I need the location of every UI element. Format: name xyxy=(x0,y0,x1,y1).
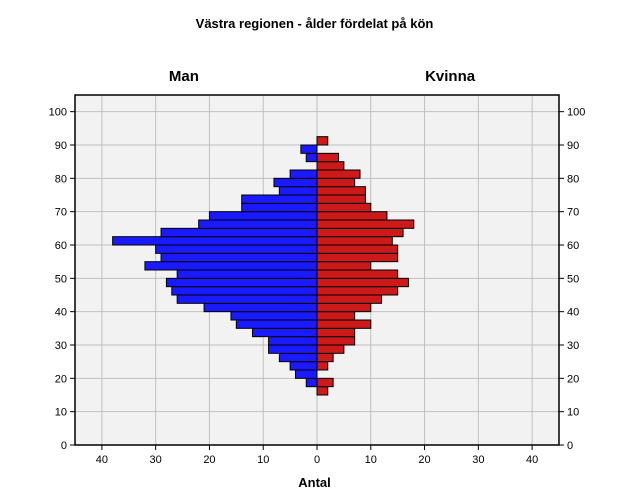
bar-left xyxy=(113,237,317,245)
bar-right xyxy=(317,262,371,270)
bar-left xyxy=(204,303,317,311)
bar-right xyxy=(317,295,382,303)
bar-right xyxy=(317,253,398,261)
bar-left xyxy=(156,245,317,253)
y-tick-right: 80 xyxy=(567,173,579,185)
y-tick-left: 10 xyxy=(55,407,67,419)
x-tick: 20 xyxy=(203,454,215,466)
bar-right xyxy=(317,187,365,195)
bar-left xyxy=(231,312,317,320)
bar-left xyxy=(242,195,317,203)
x-tick: 40 xyxy=(96,454,108,466)
x-tick: 20 xyxy=(418,454,430,466)
bar-right xyxy=(317,195,365,203)
y-tick-right: 70 xyxy=(567,207,579,219)
bar-right xyxy=(317,178,355,186)
population-pyramid-chart: Västra regionen - ålder fördelat på kön M… xyxy=(0,0,629,504)
bar-right xyxy=(317,278,408,286)
y-tick-right: 40 xyxy=(567,307,579,319)
y-tick-left: 80 xyxy=(55,173,67,185)
bar-left xyxy=(236,320,317,328)
y-tick-left: 30 xyxy=(55,340,67,352)
y-tick-left: 20 xyxy=(55,373,67,385)
y-tick-right: 20 xyxy=(567,373,579,385)
bar-left xyxy=(209,212,317,220)
bar-left xyxy=(145,262,317,270)
bar-left xyxy=(242,203,317,211)
y-tick-left: 0 xyxy=(61,440,67,452)
y-tick-left: 70 xyxy=(55,207,67,219)
bar-right xyxy=(317,345,344,353)
y-tick-right: 10 xyxy=(567,407,579,419)
bar-right xyxy=(317,337,355,345)
y-tick-right: 60 xyxy=(567,240,579,252)
y-tick-left: 40 xyxy=(55,307,67,319)
y-tick-right: 50 xyxy=(567,273,579,285)
bar-right xyxy=(317,212,387,220)
bar-left xyxy=(306,378,317,386)
y-tick-left: 50 xyxy=(55,273,67,285)
x-tick: 40 xyxy=(526,454,538,466)
x-tick: 10 xyxy=(257,454,269,466)
bar-right xyxy=(317,378,333,386)
bar-right xyxy=(317,170,360,178)
x-tick: 30 xyxy=(472,454,484,466)
bar-right xyxy=(317,162,344,170)
x-axis-label: Antal xyxy=(298,475,331,490)
bar-right xyxy=(317,237,392,245)
bar-left xyxy=(172,287,317,295)
bar-left xyxy=(295,370,317,378)
bar-right xyxy=(317,287,398,295)
x-tick: 0 xyxy=(314,454,320,466)
bar-left xyxy=(279,353,317,361)
bar-left xyxy=(306,153,317,161)
bar-left xyxy=(301,145,317,153)
left-series-label: Man xyxy=(169,68,199,85)
bar-right xyxy=(317,228,403,236)
bar-right xyxy=(317,203,371,211)
bar-left xyxy=(177,295,317,303)
bar-right xyxy=(317,303,371,311)
bar-right xyxy=(317,312,355,320)
bar-right xyxy=(317,153,339,161)
bar-left xyxy=(199,220,317,228)
y-tick-right: 90 xyxy=(567,140,579,152)
bar-right xyxy=(317,220,414,228)
bar-right xyxy=(317,353,333,361)
x-tick: 10 xyxy=(365,454,377,466)
y-tick-right: 0 xyxy=(567,440,573,452)
y-tick-right: 100 xyxy=(567,107,585,119)
bar-left xyxy=(274,178,317,186)
y-tick-right: 30 xyxy=(567,340,579,352)
y-tick-left: 100 xyxy=(49,107,67,119)
chart-title: Västra regionen - ålder fördelat på kön xyxy=(196,16,434,31)
bar-left xyxy=(290,170,317,178)
bar-right xyxy=(317,328,355,336)
bar-left xyxy=(279,187,317,195)
bar-left xyxy=(177,270,317,278)
bar-right xyxy=(317,362,328,370)
bar-left xyxy=(290,362,317,370)
bar-right xyxy=(317,270,398,278)
bar-left xyxy=(269,345,317,353)
bar-left xyxy=(161,253,317,261)
bar-right xyxy=(317,387,328,395)
right-series-label: Kvinna xyxy=(425,68,476,85)
bar-right xyxy=(317,245,398,253)
y-tick-left: 90 xyxy=(55,140,67,152)
x-tick: 30 xyxy=(150,454,162,466)
bar-left xyxy=(252,328,317,336)
y-tick-left: 60 xyxy=(55,240,67,252)
bar-right xyxy=(317,137,328,145)
bar-left xyxy=(161,228,317,236)
bar-left xyxy=(166,278,317,286)
bar-right xyxy=(317,320,371,328)
bar-left xyxy=(269,337,317,345)
